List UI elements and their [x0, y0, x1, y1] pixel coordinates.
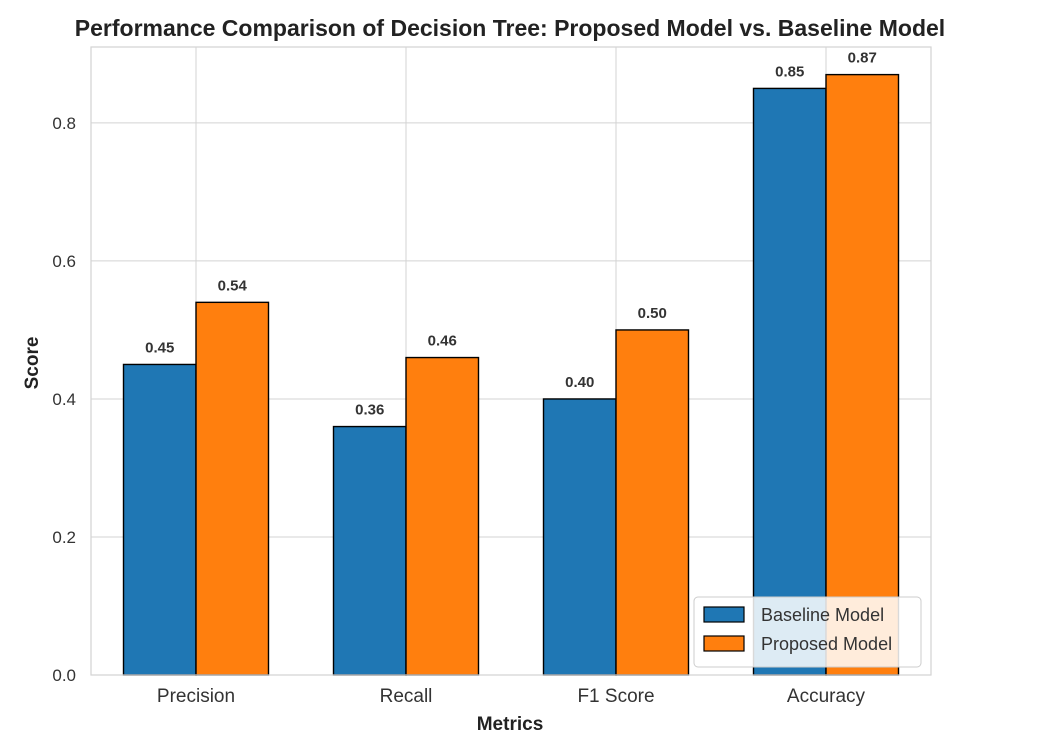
bar-proposed-model [405, 356, 480, 676]
plot-area: 0.0 0.2 0.4 0.6 0.8 Precision Recall F1 Score Ac… [52, 46, 932, 707]
bar-value-label: 0.54 [218, 277, 248, 294]
x-tick-label: Accuracy [787, 686, 866, 707]
bar-baseline-model [332, 425, 407, 676]
legend-swatch [703, 635, 745, 652]
x-tick-label: F1 Score [577, 686, 654, 707]
bar-value-label: 0.50 [638, 305, 667, 322]
bar-value-label: 0.85 [775, 63, 804, 80]
bar-proposed-model [195, 301, 270, 676]
bar-proposed-model [825, 73, 900, 676]
bar-value-label: 0.46 [428, 333, 457, 350]
y-tick-label: 0.8 [52, 114, 76, 133]
chart-title: Performance Comparison of Decision Tree:… [75, 15, 945, 41]
bar-baseline-model [122, 363, 197, 676]
legend-swatch [703, 606, 745, 623]
x-tick-label: Precision [157, 686, 235, 707]
y-tick-label: 0.0 [52, 666, 76, 685]
x-tick-label: Recall [380, 686, 433, 707]
bar-value-label: 0.87 [848, 50, 877, 67]
legend: Baseline Model Proposed Model [693, 596, 922, 668]
y-tick-label: 0.6 [52, 252, 76, 271]
legend-box [693, 596, 922, 668]
plot-border [90, 46, 932, 676]
bar-value-label: 0.40 [565, 374, 594, 391]
bar-proposed-model [615, 329, 690, 676]
bar-baseline-model [542, 398, 617, 676]
legend-label: Proposed Model [761, 634, 892, 654]
y-tick-label: 0.4 [52, 390, 76, 409]
bar-baseline-model [752, 87, 827, 676]
x-axis-label: Metrics [477, 714, 544, 735]
y-axis-label: Score [22, 337, 43, 390]
bar-value-label: 0.36 [355, 402, 384, 419]
bar-value-label: 0.45 [145, 339, 174, 356]
y-tick-label: 0.2 [52, 528, 76, 547]
legend-label: Baseline Model [761, 605, 884, 625]
